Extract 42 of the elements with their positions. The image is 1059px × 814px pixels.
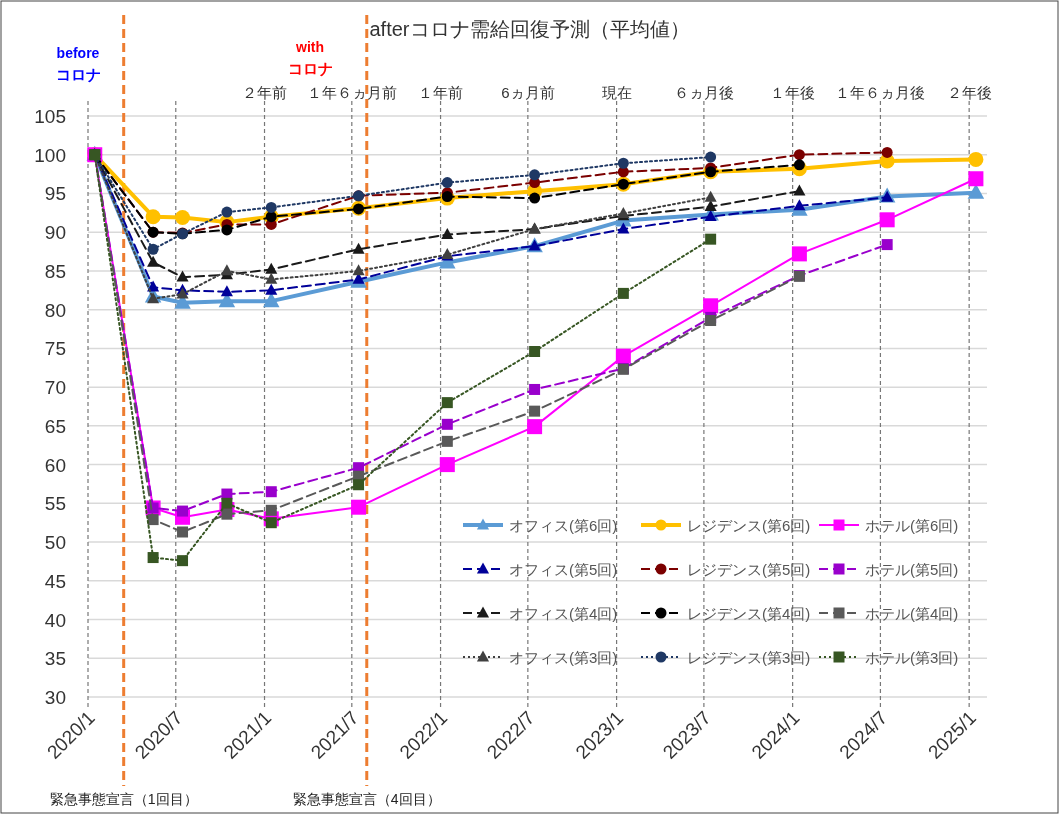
legend-label: オフィス(第4回) [509,605,618,622]
y-tick-label: 100 [34,144,66,166]
legend-label: レジデンス(第4回) [687,605,811,622]
legend-label: オフィス(第3回) [509,649,618,666]
y-tick-label: 65 [44,415,66,437]
legend-label: レジデンス(第5回) [687,561,811,578]
y-tick-label: 80 [44,299,66,321]
y-tick-label: 55 [44,493,66,515]
x2-tick-label: １年６ヵ月前 [306,84,397,101]
legend-label: オフィス(第5回) [509,561,618,578]
legend-label: ホテル(第6回) [865,517,959,534]
y-tick-label: 105 [34,106,66,127]
legend-label: ホテル(第5回) [865,561,959,578]
y-tick-label: 75 [44,338,66,360]
y-tick-label: 95 [44,183,66,205]
x2-tick-label: ６ヵ月後 [673,84,734,101]
y-tick-label: 45 [44,570,66,592]
y-tick-label: 85 [44,260,66,282]
legend-label: レジデンス(第6回) [687,517,811,534]
y-tick-label: 50 [44,532,66,554]
y-tick-label: 35 [44,648,66,670]
text: with コロナ [287,39,333,77]
x2-tick-label: １年６ヵ月後 [835,84,926,101]
legend-label: オフィス(第6回) [509,517,618,534]
y-tick-label: 60 [44,454,66,476]
y-tick-label: 40 [44,609,66,631]
y-tick-label: 90 [44,222,66,244]
y-tick-label: 30 [44,687,66,708]
y-tick-label: 70 [44,377,66,399]
x2-tick-label: １年後 [770,84,816,101]
legend-label: ホテル(第4回) [865,605,959,622]
legend-label: レジデンス(第3回) [687,649,811,666]
text: before コロナ [55,45,101,83]
chart-title: afterコロナ需給回復予測（平均値） [369,18,690,40]
ref-line-label: 緊急事態宣言（1回目） [49,791,198,807]
x2-tick-label: ２年後 [946,84,992,101]
x2-tick-label: １年前 [418,84,464,101]
legend-label: ホテル(第3回) [865,649,959,666]
x2-tick-label: 6ヵ月前 [501,84,555,101]
x2-tick-label: ２年前 [242,84,288,101]
ref-line-label: 緊急事態宣言（4回目） [292,791,441,807]
x2-tick-label: 現在 [601,84,632,101]
